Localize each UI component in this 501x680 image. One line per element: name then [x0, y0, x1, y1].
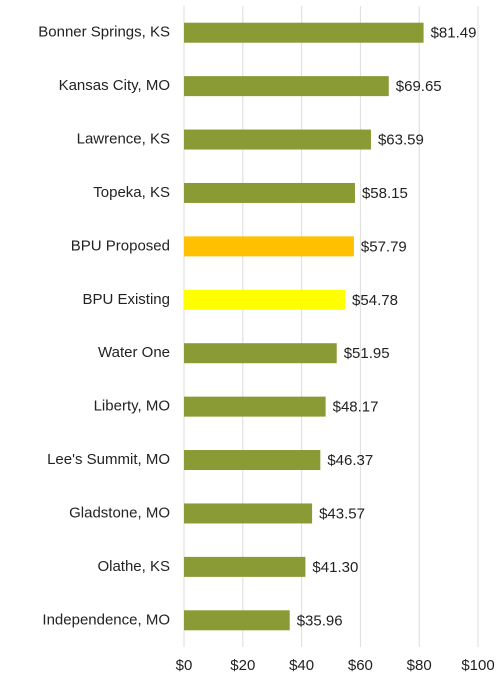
- bar: [184, 610, 290, 631]
- data-label: $35.96: [297, 612, 343, 629]
- data-label: $54.78: [352, 292, 398, 309]
- y-tick-label: Kansas City, MO: [59, 77, 170, 94]
- bar: [184, 236, 354, 257]
- bar: [184, 556, 306, 577]
- y-tick-label: BPU Existing: [82, 291, 170, 308]
- bar: [184, 22, 424, 43]
- y-tick-label: Water One: [98, 344, 170, 361]
- data-label: $57.79: [361, 238, 407, 255]
- y-tick-label: Topeka, KS: [93, 184, 170, 201]
- data-label: $46.37: [327, 452, 373, 469]
- bar: [184, 503, 313, 524]
- data-label: $58.15: [362, 185, 408, 202]
- bar: [184, 396, 326, 417]
- data-label: $43.57: [319, 505, 365, 522]
- y-tick-label: Olathe, KS: [97, 558, 170, 575]
- x-tick-label: $60: [348, 657, 373, 674]
- bar: [184, 182, 355, 203]
- y-tick-label: Gladstone, MO: [69, 504, 170, 521]
- data-label: $81.49: [431, 25, 477, 42]
- y-tick-label: Liberty, MO: [94, 398, 170, 415]
- data-label: $69.65: [396, 78, 442, 95]
- bar: [184, 129, 371, 150]
- data-label: $63.59: [378, 132, 424, 149]
- bar: [184, 450, 321, 471]
- y-tick-label: Lee's Summit, MO: [47, 451, 170, 468]
- y-tick-label: Independence, MO: [42, 611, 170, 628]
- data-label: $41.30: [312, 559, 358, 576]
- x-tick-label: $20: [230, 657, 255, 674]
- bar: [184, 76, 389, 97]
- data-label: $48.17: [333, 399, 379, 416]
- x-tick-label: $80: [407, 657, 432, 674]
- data-label: $51.95: [344, 345, 390, 362]
- bar: [184, 289, 346, 310]
- y-tick-label: BPU Proposed: [71, 237, 170, 254]
- x-tick-label: $0: [176, 657, 193, 674]
- bar: [184, 343, 337, 364]
- y-tick-label: Bonner Springs, KS: [38, 24, 170, 41]
- x-tick-label: $40: [289, 657, 314, 674]
- y-tick-label: Lawrence, KS: [77, 131, 170, 148]
- x-tick-label: $100: [461, 657, 494, 674]
